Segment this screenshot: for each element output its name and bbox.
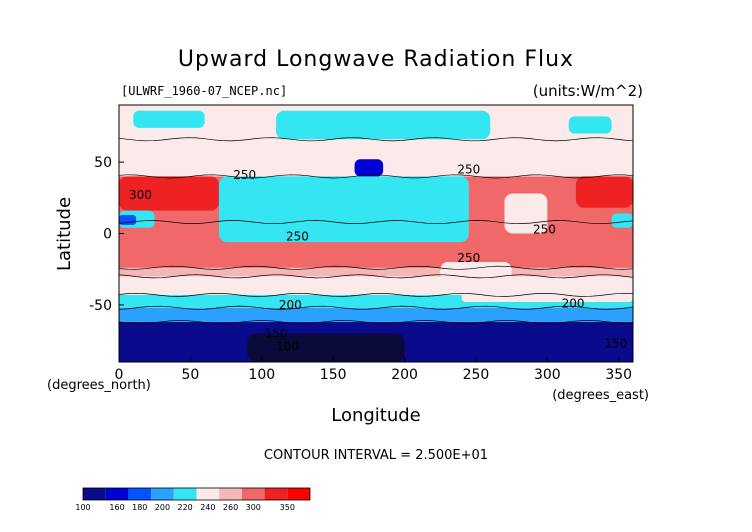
- x-tick-label-1: 50: [181, 367, 199, 383]
- flux-band-1: [119, 307, 633, 323]
- contour-label-10: 150: [604, 337, 627, 351]
- flux-patch-10: [133, 110, 205, 128]
- colorbar-swatch-2: [128, 488, 152, 500]
- x-axis: 0 50 100 150 200 250 300 350: [115, 357, 632, 383]
- contour-label-6: 200: [279, 298, 302, 312]
- contour-lines: [118, 137, 634, 324]
- flux-patch-1: [575, 176, 633, 208]
- colorbar-swatch-0: [83, 488, 106, 500]
- flux-patch-11: [276, 110, 491, 140]
- contour-line-7: [118, 137, 634, 142]
- colorbar-label-5: 240: [200, 503, 215, 512]
- colorbar-label-8: 350: [280, 503, 295, 512]
- colorbar-swatch-5: [196, 488, 220, 500]
- contour-label-1: 250: [233, 168, 256, 182]
- x-tick-label-4: 200: [391, 367, 418, 383]
- x-tick-label-5: 250: [463, 367, 490, 383]
- flux-patch-13: [247, 333, 405, 362]
- contour-label-0: 300: [129, 188, 152, 202]
- contour-line-0: [118, 320, 633, 324]
- contour-line-6: [118, 174, 634, 179]
- contour-line-5: [118, 220, 634, 225]
- flux-patch-6: [440, 262, 512, 285]
- colorbar-swatch-8: [264, 488, 288, 500]
- x-tick-label-7: 350: [605, 367, 632, 383]
- x-tick-label-6: 300: [534, 367, 561, 383]
- colorbar-label-1: 160: [109, 503, 124, 512]
- flux-band-4: [119, 267, 633, 277]
- file-label: [ULWRF_1960-07_NCEP.nc]: [121, 84, 287, 98]
- chart-title: Upward Longwave Radiation Flux: [178, 47, 574, 72]
- contour-interval-text: CONTOUR INTERVAL = 2.500E+01: [264, 448, 488, 463]
- y-tick-label-2: 50: [94, 155, 112, 171]
- colorbar-swatch-9: [287, 488, 310, 500]
- flux-patch-0: [119, 176, 219, 211]
- flux-patch-9: [611, 213, 633, 228]
- colorbar-border: [82, 487, 311, 501]
- contour-line-2: [118, 292, 634, 297]
- colorbar-label-7: 300: [246, 503, 261, 512]
- flux-patch-5: [354, 159, 384, 177]
- colorbar-label-2: 180: [132, 503, 147, 512]
- colorbar-swatch-6: [219, 488, 242, 500]
- y-axis: -50 0 50: [89, 155, 124, 314]
- contour-label-9: 100: [276, 340, 299, 354]
- contour-label-7: 200: [562, 297, 585, 311]
- contour-label-8: 150: [265, 327, 288, 341]
- contour-label-5: 250: [457, 251, 480, 265]
- y-tick-label-0: -50: [89, 298, 112, 314]
- y-tick-label-1: 0: [103, 227, 112, 243]
- x-unit-label: (degrees_east): [552, 388, 649, 403]
- y-axis-label: Latitude: [54, 197, 75, 271]
- contour-label-3: 250: [286, 230, 309, 244]
- colorbar-label-3: 200: [155, 503, 170, 512]
- x-tick-label-2: 100: [248, 367, 275, 383]
- colorbar-label-4: 220: [178, 503, 193, 512]
- colorbar-swatch-7: [241, 488, 265, 500]
- colorbar-swatch-1: [105, 488, 129, 500]
- colorbar-label-0: 100: [75, 503, 90, 512]
- x-tick-label-0: 0: [115, 367, 124, 383]
- flux-patch-12: [568, 116, 612, 134]
- contour-label-2: 250: [457, 163, 480, 177]
- colorbar-swatch-4: [173, 488, 197, 500]
- flux-patch-3: [119, 214, 137, 225]
- contour-line-3: [118, 274, 634, 279]
- colorbar-label-6: 260: [223, 503, 238, 512]
- colorbar: 100 160 180 200 220 240 260 300 350: [75, 487, 311, 512]
- units-label: (units:W/m^2): [533, 82, 643, 100]
- colorbar-swatch-3: [151, 488, 174, 500]
- flux-patch-4: [218, 176, 469, 243]
- y-unit-label: (degrees_north): [47, 378, 151, 393]
- contour-label-4: 250: [533, 223, 556, 237]
- x-axis-label: Longitude: [331, 405, 421, 426]
- contour-line-1: [118, 305, 634, 310]
- x-tick-label-3: 150: [320, 367, 347, 383]
- contour-line-4: [118, 265, 634, 270]
- flux-patch-7: [461, 290, 633, 303]
